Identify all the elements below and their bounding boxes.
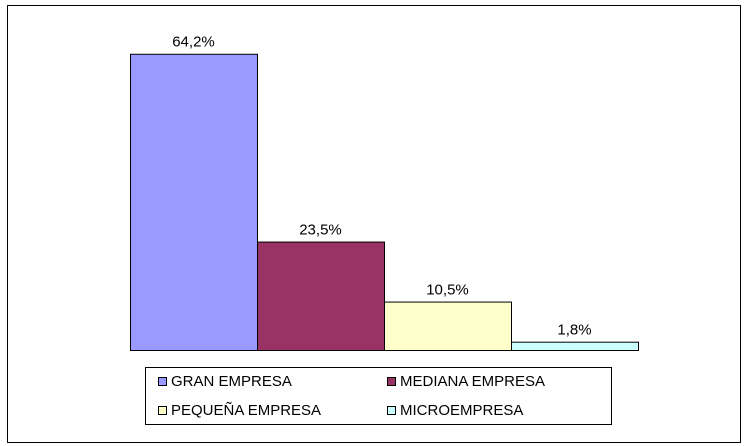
legend-swatch (158, 377, 167, 386)
legend-label: MICROEMPRESA (400, 402, 523, 419)
data-label: 1,8% (557, 322, 591, 339)
legend-label: MEDIANA EMPRESA (400, 373, 545, 390)
legend-box (145, 367, 612, 425)
data-label: 23,5% (299, 222, 342, 239)
data-label: 64,2% (172, 34, 215, 51)
legend-label: PEQUEÑA EMPRESA (171, 402, 321, 419)
legend-label: GRAN EMPRESA (171, 373, 292, 390)
bar (384, 301, 512, 351)
legend-swatch (387, 406, 396, 415)
legend-swatch (387, 377, 396, 386)
bar (511, 341, 639, 351)
legend-swatch (158, 406, 167, 415)
data-label: 10,5% (426, 282, 469, 299)
bar (130, 53, 258, 352)
bar (257, 241, 385, 351)
